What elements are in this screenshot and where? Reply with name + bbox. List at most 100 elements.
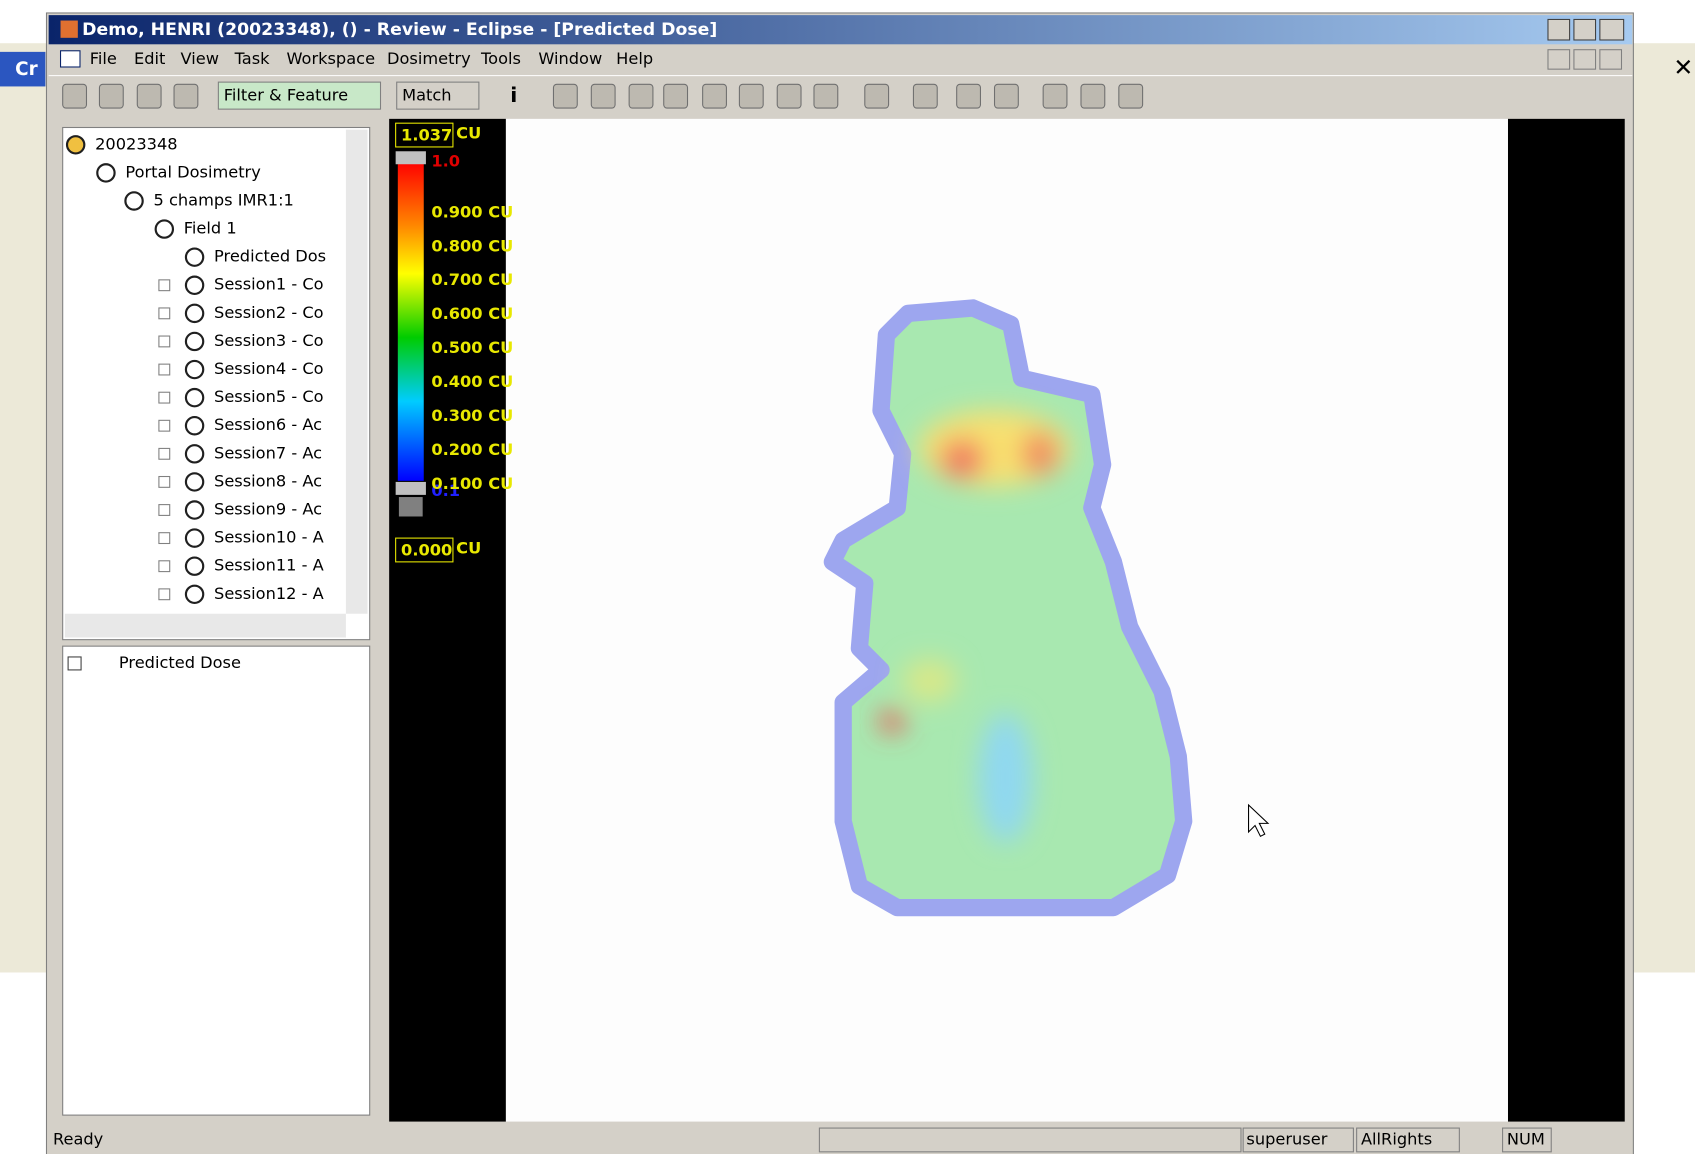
tree-item[interactable]: Field 1 [184, 219, 237, 238]
child-close[interactable] [1600, 50, 1622, 69]
tree-item[interactable]: Session8 - Ac [214, 471, 322, 490]
tree-item[interactable]: Session1 - Co [214, 275, 324, 294]
expand-box[interactable] [159, 280, 170, 291]
status-user: superuser [1246, 1129, 1327, 1148]
min-unit: CU [456, 538, 481, 557]
doc-icon [61, 51, 80, 67]
colorbar [398, 162, 424, 481]
expand-box[interactable] [159, 336, 170, 347]
colorbar-label: 0.600 CU [431, 304, 513, 323]
background-title: Cr [15, 59, 38, 80]
tree-icon [156, 220, 173, 237]
tree-item[interactable]: Session2 - Co [214, 303, 324, 322]
child-minimize[interactable] [1548, 50, 1570, 69]
tree-item[interactable]: 20023348 [95, 134, 178, 153]
toolbar-button[interactable] [591, 84, 615, 108]
tree-item[interactable]: Session4 - Co [214, 359, 324, 378]
status-message: Ready [53, 1129, 104, 1148]
toolbar-button[interactable] [913, 84, 937, 108]
expand-box[interactable] [159, 364, 170, 375]
background-close[interactable]: ✕ [1673, 54, 1693, 82]
expand-box[interactable] [159, 392, 170, 403]
tree-icon [125, 192, 142, 209]
checkbox[interactable] [68, 657, 81, 670]
toolbar-button[interactable] [664, 84, 688, 108]
tree-vscroll[interactable] [346, 130, 368, 614]
expand-box[interactable] [159, 448, 170, 459]
tree-icon [186, 305, 203, 322]
toolbar-button[interactable] [1043, 84, 1067, 108]
menu-item[interactable]: Edit [134, 49, 165, 68]
toolbar-button[interactable] [174, 84, 198, 108]
toolbar-button[interactable] [99, 84, 123, 108]
colorbar-label: 0.200 CU [431, 440, 513, 459]
tree-item[interactable]: Session10 - A [214, 528, 324, 547]
image-margin [1508, 119, 1625, 1122]
minimize-button[interactable] [1548, 19, 1570, 40]
toolbar-button[interactable] [1081, 84, 1105, 108]
tree-hscroll[interactable] [65, 614, 346, 638]
coldspot [978, 713, 1032, 843]
toolbar-button[interactable] [137, 84, 161, 108]
selection-item[interactable]: Predicted Dose [119, 653, 241, 672]
menu-item[interactable]: View [181, 49, 219, 68]
expand-box[interactable] [159, 589, 170, 600]
tree-item[interactable]: Session9 - Ac [214, 500, 322, 519]
expand-box[interactable] [159, 420, 170, 431]
tree-icon [186, 473, 203, 490]
tree-item[interactable]: Session5 - Co [214, 387, 324, 406]
tree-icon [186, 389, 203, 406]
menu-item[interactable]: Help [616, 49, 653, 68]
tree-item[interactable]: Session3 - Co [214, 331, 324, 350]
tree-icon [186, 501, 203, 518]
toolbar-button[interactable] [814, 84, 838, 108]
tree-icon [186, 586, 203, 603]
tree-icon [186, 361, 203, 378]
menu-item[interactable]: Task [234, 49, 271, 68]
child-restore[interactable] [1574, 50, 1596, 69]
toolbar-button[interactable] [777, 84, 801, 108]
tree-item[interactable]: Session12 - A [214, 584, 324, 603]
selection-box [63, 646, 370, 1115]
colorbar-label: 0.400 CU [431, 372, 513, 391]
hotspot [879, 711, 905, 733]
min-value: 0.000 [401, 541, 452, 560]
toolbar-button[interactable] [1119, 84, 1143, 108]
tree-item[interactable]: 5 champs IMR1:1 [154, 190, 294, 209]
colorbar-bottom-handle[interactable] [396, 482, 426, 495]
maximize-button[interactable] [1574, 19, 1596, 40]
toolbar-button[interactable] [553, 84, 577, 108]
toolbar-button[interactable] [629, 84, 653, 108]
tree-item[interactable]: Portal Dosimetry [125, 162, 261, 181]
toolbar-button[interactable] [739, 84, 763, 108]
filter-label: Filter & Feature [224, 86, 348, 105]
colorbar-label: 0.100 CU [431, 474, 513, 493]
window-title: Demo, HENRI (20023348), () - Review - Ec… [82, 20, 717, 40]
close-button[interactable] [1600, 19, 1624, 40]
menu-item[interactable]: File [90, 49, 117, 68]
toolbar-button[interactable] [957, 84, 981, 108]
menu-item[interactable]: Window [538, 49, 602, 68]
expand-box[interactable] [159, 477, 170, 488]
tree-item[interactable]: Session7 - Ac [214, 443, 322, 462]
expand-box[interactable] [159, 561, 170, 572]
tree-item[interactable]: Session11 - A [214, 556, 324, 575]
expand-box[interactable] [159, 505, 170, 516]
expand-box[interactable] [159, 308, 170, 319]
menu-item[interactable]: Dosimetry [387, 49, 471, 68]
tree-icon [186, 529, 203, 546]
toolbar-button[interactable] [63, 84, 87, 108]
tree-item[interactable]: Session6 - Ac [214, 415, 322, 434]
tree-item[interactable]: Predicted Dos [214, 247, 326, 266]
info-button[interactable]: i [510, 83, 517, 107]
menu-item[interactable]: Workspace [286, 49, 375, 68]
toolbar-button[interactable] [865, 84, 889, 108]
colorbar-top-handle[interactable] [396, 151, 426, 164]
toolbar-button[interactable] [703, 84, 727, 108]
colorbar-label: 0.500 CU [431, 338, 513, 357]
max-value: 1.037 [401, 126, 452, 145]
tree-icon [186, 333, 203, 350]
toolbar-button[interactable] [995, 84, 1019, 108]
expand-box[interactable] [159, 533, 170, 544]
menu-item[interactable]: Tools [480, 49, 521, 68]
